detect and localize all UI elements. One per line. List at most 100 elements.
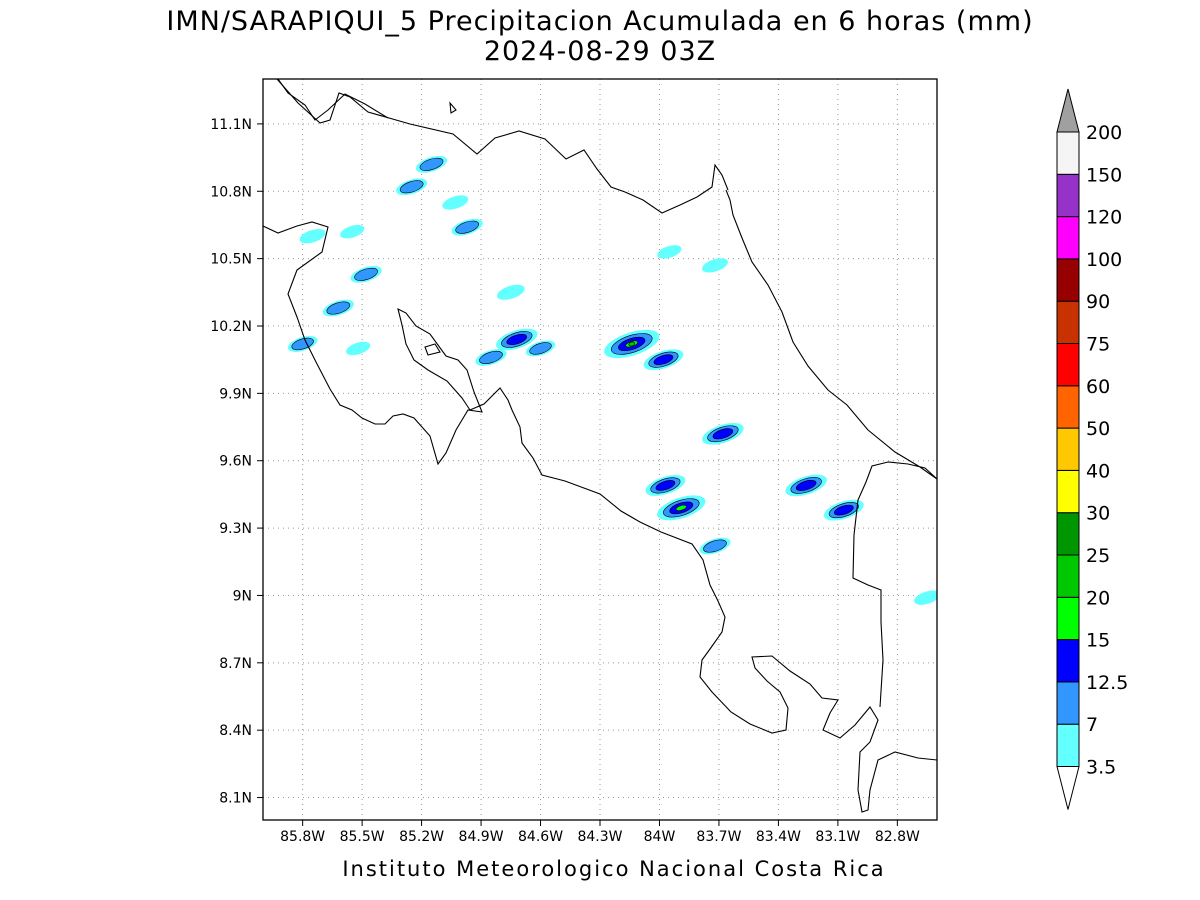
colorbar-swatch (1056, 639, 1080, 683)
colorbar-swatch (1056, 300, 1080, 345)
precip-contour (675, 504, 687, 511)
latitude-axis: 11.1N 10.8N 10.5N 10.2N 9.9N 9.6N 9.3N 9N 8.7N 8.… (210, 117, 263, 807)
graticule (263, 79, 937, 820)
precip-contour (340, 224, 365, 239)
lat-tick-label: 8.7N (219, 656, 252, 672)
precip-contour (701, 258, 728, 273)
precip-cell (451, 218, 483, 236)
lat-tick-label: 9.6N (219, 454, 252, 470)
colorbar-label: 40 (1086, 460, 1110, 482)
lon-tick-label: 83.1W (815, 829, 860, 845)
precip-cell (340, 224, 365, 239)
lake-nicaragua-shore (277, 79, 389, 121)
colorbar-label: 20 (1086, 587, 1110, 609)
precip-contour (914, 590, 937, 605)
precip-contour (657, 245, 682, 259)
lat-tick-label: 8.4N (219, 723, 252, 739)
precip-cell (322, 299, 354, 317)
colorbar: 3.5 7 12.5 15 20 25 30 40 50 60 75 90 100 120 150 200 (1056, 88, 1128, 810)
precip-cell (475, 349, 507, 366)
nicaragua-coastline (276, 79, 729, 214)
precip-cell (914, 590, 937, 605)
lon-tick-label: 83.7W (696, 829, 741, 845)
lat-tick-label: 10.2N (210, 319, 252, 335)
precip-contour (795, 479, 817, 491)
precip-contour (479, 350, 503, 364)
lat-tick-label: 9.9N (219, 386, 252, 402)
precip-cell (604, 329, 660, 359)
lon-tick-label: 84W (644, 829, 676, 845)
colorbar-swatch (1056, 554, 1080, 598)
colorbar-swatch (1056, 216, 1080, 260)
precip-cell (496, 328, 538, 351)
precip-contour (506, 333, 527, 345)
colorbar-label: 12.5 (1086, 672, 1128, 694)
precip-contour (655, 480, 676, 491)
lon-tick-label: 83.4W (756, 829, 801, 845)
longitude-axis: 85.8W 85.5W 85.2W 84.9W 84.6W 84.3W 84W 83.7W 83… (280, 820, 920, 845)
precip-contour (712, 428, 734, 440)
precip-cell (299, 229, 326, 244)
coastline-layer (263, 79, 937, 813)
lat-tick-label: 9N (233, 588, 252, 604)
colorbar-label: 30 (1086, 503, 1110, 525)
colorbar-swatch (1056, 173, 1080, 218)
precip-cell (701, 258, 728, 273)
colorbar-label: 120 (1086, 207, 1122, 229)
precip-cell (525, 340, 556, 357)
precip-cell (442, 195, 469, 210)
colorbar-swatch (1056, 385, 1080, 429)
colorbar-label: 15 (1086, 630, 1110, 652)
lat-tick-label: 8.1N (219, 791, 252, 807)
precip-contour (455, 220, 479, 234)
colorbar-swatch (1056, 469, 1080, 514)
precip-contour (326, 301, 351, 315)
lon-tick-label: 85.2W (399, 829, 444, 845)
colorbar-max-triangle (1056, 88, 1080, 133)
precip-contour (833, 504, 854, 516)
map-title: IMN/SARAPIQUI_5 Precipitacion Acumulada … (166, 6, 1033, 37)
precipitation-field (287, 155, 937, 605)
colorbar-swatch (1056, 596, 1080, 641)
lon-tick-label: 84.6W (518, 829, 563, 845)
lon-tick-label: 85.5W (340, 829, 385, 845)
precip-cell (785, 474, 827, 497)
precip-cell (645, 474, 686, 496)
precip-contour (529, 342, 552, 355)
colorbar-label: 200 (1086, 122, 1122, 144)
credit-text: Instituto Meteorologico Nacional Costa R… (342, 857, 885, 881)
precip-contour (703, 539, 727, 553)
lat-tick-label: 10.5N (210, 252, 252, 268)
costa-rica-coastline (263, 101, 937, 813)
colorbar-label: 90 (1086, 291, 1110, 313)
colorbar-min-triangle (1056, 766, 1080, 810)
precip-cell (823, 499, 864, 521)
precip-cell (415, 155, 448, 173)
lon-tick-label: 84.9W (459, 829, 504, 845)
precip-cell (396, 178, 428, 196)
colorbar-swatch (1056, 427, 1080, 471)
colorbar-label: 150 (1086, 164, 1122, 186)
colorbar-label: 25 (1086, 545, 1110, 567)
precip-contour (442, 195, 469, 210)
colorbar-label: 7 (1086, 714, 1098, 736)
colorbar-swatch (1056, 512, 1080, 556)
colorbar-label: 100 (1086, 249, 1122, 271)
colorbar-label: 3.5 (1086, 757, 1116, 779)
lon-tick-label: 84.3W (577, 829, 622, 845)
precip-cell (699, 537, 731, 555)
precip-cell (346, 341, 371, 356)
lat-tick-label: 11.1N (210, 117, 252, 133)
precip-contour (628, 341, 635, 347)
precip-contour (496, 284, 525, 300)
map-subtitle: 2024-08-29 03Z (484, 36, 716, 67)
lat-tick-label: 10.8N (210, 184, 252, 200)
precip-contour (399, 180, 424, 194)
colorbar-swatch (1056, 681, 1080, 725)
lon-tick-label: 82.8W (875, 829, 920, 845)
precip-contour (354, 267, 378, 281)
precip-contour (346, 341, 371, 356)
precip-cell (496, 284, 525, 300)
colorbar-swatch (1056, 723, 1080, 768)
